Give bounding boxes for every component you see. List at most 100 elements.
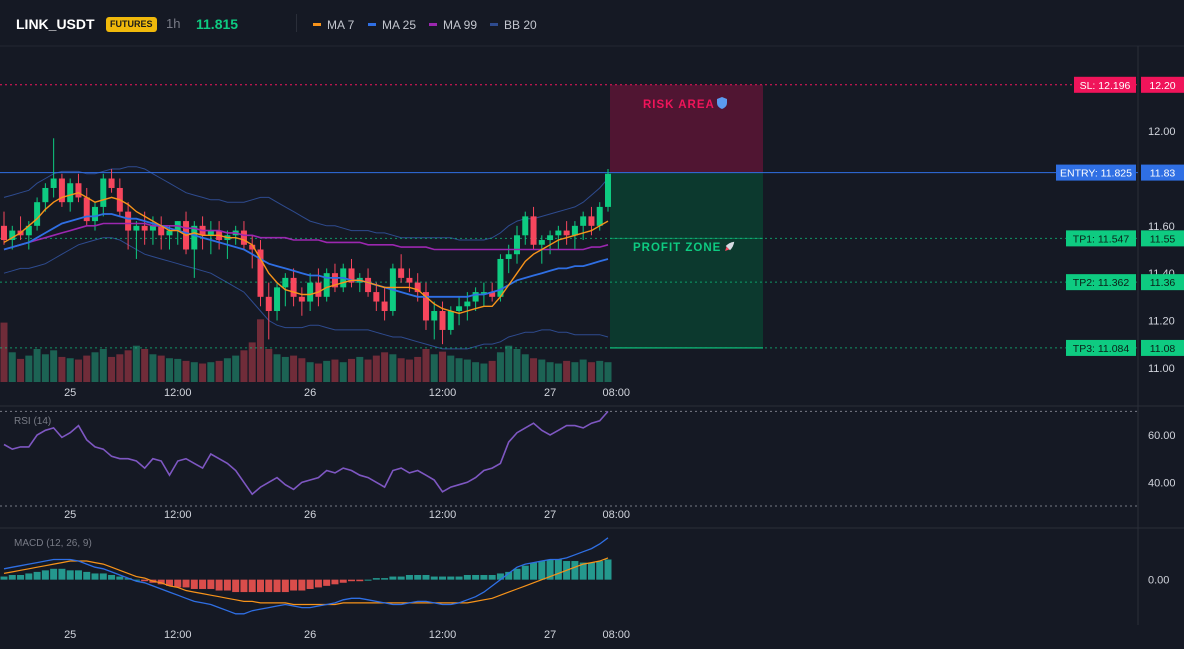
macd-signal-line <box>3 557 609 606</box>
candle-body <box>282 277 289 288</box>
macd-histogram-bar <box>165 579 173 586</box>
volume-bar <box>74 359 82 382</box>
candle-body <box>207 230 214 236</box>
volume-bar <box>41 354 49 382</box>
volume-bar <box>50 350 58 382</box>
candle-body <box>75 183 82 198</box>
macd-histogram-bar <box>83 571 91 580</box>
sl-axis-tag: 12.20 <box>1149 80 1175 92</box>
legend-ma99[interactable]: MA 99 <box>429 16 477 34</box>
macd-histogram-bar <box>447 576 455 580</box>
sl-axis-bg <box>1141 76 1184 93</box>
time-tick-label: 12:00 <box>164 629 192 641</box>
time-tick-label: 12:00 <box>164 509 192 521</box>
rsi-line <box>3 410 609 496</box>
macd-histogram-bar <box>414 575 422 580</box>
volume-bar <box>281 356 289 382</box>
price-tick-label: 12.00 <box>1148 126 1176 138</box>
macd-histogram-bar <box>91 573 99 580</box>
candle-body <box>249 244 256 250</box>
macd-histogram-bar <box>596 561 604 580</box>
candle-body <box>166 230 173 236</box>
volume-bar <box>0 322 8 382</box>
macd-histogram-bar <box>58 568 66 580</box>
header-divider <box>296 14 297 32</box>
tp2-tag-bg <box>1066 274 1136 291</box>
volume-bar <box>132 345 140 382</box>
candle-body <box>25 225 32 236</box>
macd-histogram-bar <box>554 559 562 580</box>
macd-histogram-bar <box>323 579 331 586</box>
price-tick-label: 11.20 <box>1148 315 1175 327</box>
legend-ma7-label: MA 7 <box>327 18 355 32</box>
candle-body <box>373 292 380 302</box>
candle-body <box>513 235 520 255</box>
time-tick-label: 08:00 <box>603 509 631 521</box>
chart-header: LINK_USDT FUTURES 1h 11.815 MA 7 MA 25 M… <box>0 0 1184 46</box>
bb-lower-line <box>3 237 609 350</box>
volume-bar <box>83 355 91 382</box>
risk-area-label: RISK AREA <box>643 99 715 111</box>
volume-bar <box>298 358 306 382</box>
tp1-axis-tag: 11.55 <box>1150 233 1176 245</box>
candle-body <box>274 287 281 312</box>
macd-histogram-bar <box>99 573 107 580</box>
macd-histogram-bar <box>571 561 579 580</box>
candle-body <box>538 240 545 245</box>
candle-body <box>50 178 57 188</box>
macd-histogram-bar <box>496 573 504 580</box>
price-tick-label: 11.00 <box>1148 363 1175 375</box>
timeframe-label[interactable]: 1h <box>166 16 181 31</box>
symbol-title[interactable]: LINK_USDT <box>16 16 95 32</box>
candle-body <box>323 273 330 297</box>
volume-bar <box>447 355 455 382</box>
time-tick-label: 08:00 <box>603 387 631 399</box>
candle-body <box>307 282 314 302</box>
macd-histogram-bar <box>422 575 430 580</box>
candle-body <box>422 292 429 321</box>
time-tick-label: 26 <box>304 629 316 641</box>
tp1-tag: TP1: 11.547 <box>1073 233 1130 245</box>
time-tick-label: 12:00 <box>429 387 457 399</box>
macd-histogram-bar <box>33 571 41 580</box>
shield-icon <box>717 97 727 109</box>
time-tick-label: 27 <box>544 629 556 641</box>
candle-body <box>9 230 16 241</box>
candle-body <box>472 292 479 302</box>
time-tick-label: 12:00 <box>164 387 192 399</box>
candle-body <box>348 268 355 283</box>
legend-bb20-label: BB 20 <box>504 18 537 32</box>
candle-body <box>439 311 446 330</box>
legend-ma7[interactable]: MA 7 <box>313 16 354 34</box>
candle-body <box>240 230 247 245</box>
candle-body <box>596 206 603 226</box>
macd-histogram-bar <box>530 562 538 580</box>
macd-histogram-bar <box>199 579 207 589</box>
volume-bar <box>472 362 480 382</box>
macd-histogram-bar <box>66 570 74 580</box>
tp1-tag-bg <box>1066 230 1136 247</box>
volume-bar <box>314 363 322 382</box>
volume-bar <box>530 358 538 382</box>
volume-bar <box>265 349 273 382</box>
macd-histogram-bar <box>472 575 480 580</box>
macd-histogram-bar <box>356 579 364 582</box>
candle-body <box>100 178 107 207</box>
candle-body <box>580 216 587 226</box>
volume-bar <box>579 359 587 382</box>
sl-tag: SL: 12.196 <box>1080 80 1131 92</box>
macd-histogram-bar <box>480 575 488 580</box>
legend-bb20[interactable]: BB 20 <box>490 16 537 34</box>
macd-histogram-bar <box>248 579 256 593</box>
volume-bar <box>604 362 612 382</box>
macd-histogram-bar <box>290 579 298 591</box>
candle-body <box>83 197 90 222</box>
volume-bar <box>496 352 504 382</box>
candle-body <box>605 173 611 207</box>
legend-ma25[interactable]: MA 25 <box>368 16 416 34</box>
macd-histogram-bar <box>223 579 231 591</box>
volume-bar <box>215 360 223 382</box>
macd-histogram-bar <box>17 575 25 580</box>
candle-body <box>141 225 148 231</box>
